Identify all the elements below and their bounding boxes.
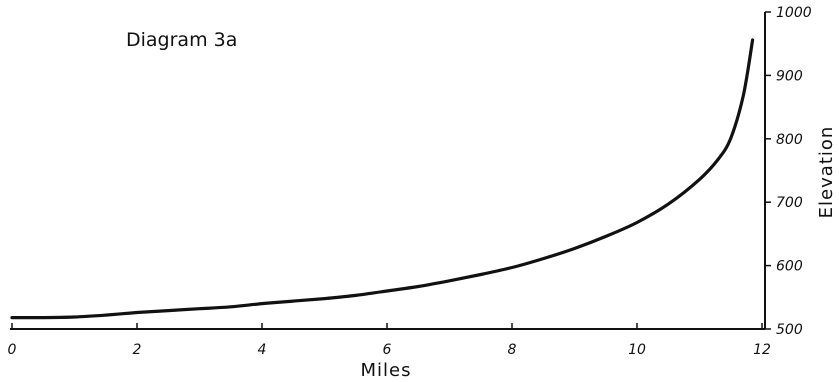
x-tick-label: 12 [753,342,771,358]
y-axis-ticks: 500 600 700 800 900 1000 [765,5,812,338]
y-tick-label: 900 [776,68,803,84]
elevation-line [10,38,755,320]
y-tick-label: 700 [776,195,803,211]
y-axis-label: Elevation [816,126,837,219]
x-tick-label: 6 [383,342,392,358]
y-tick-label: 500 [776,322,803,338]
x-tick-label: 0 [8,342,17,358]
x-tick-label: 10 [628,342,646,358]
x-tick-label: 4 [258,342,267,358]
chart-title: Diagram 3a [126,29,237,51]
x-axis-ticks: 0 2 4 6 8 10 12 [8,323,771,358]
y-tick-label: 600 [776,259,803,275]
y-tick-label: 1000 [776,5,812,21]
x-tick-label: 2 [133,342,142,358]
x-axis-label: Miles [361,360,412,381]
y-tick-label: 800 [776,132,803,148]
x-tick-label: 8 [508,342,517,358]
